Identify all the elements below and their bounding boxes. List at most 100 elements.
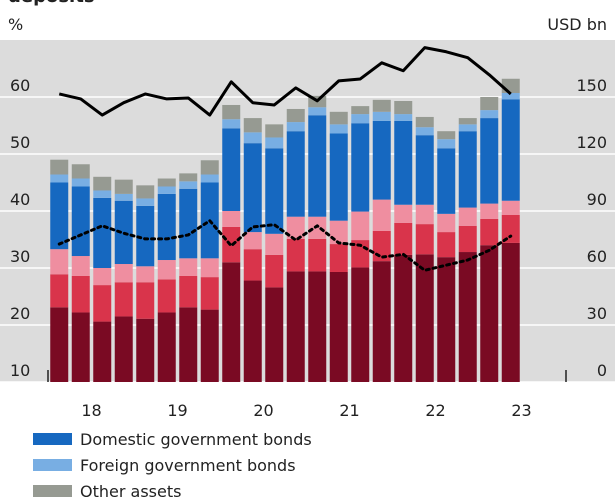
bar-segment (93, 197, 112, 268)
y2-tick-label: 150 (576, 76, 607, 95)
bar-segment (265, 148, 284, 234)
bar-segment (437, 148, 456, 214)
bar-segment (437, 213, 456, 233)
y-axis-label: % (8, 15, 23, 34)
bar-segment (501, 78, 520, 94)
y-tick-label: 60 (10, 76, 30, 95)
bar-segment (351, 211, 370, 241)
y2-tick-label: 0 (597, 361, 607, 380)
bar-segment (394, 120, 413, 205)
bar-segment (480, 110, 499, 119)
bar-segment (265, 233, 284, 255)
y-tick-label: 50 (10, 133, 30, 152)
bar-segment (200, 174, 219, 183)
bar-segment (179, 275, 198, 308)
bar-segment (458, 124, 477, 132)
bar-segment (93, 321, 112, 382)
bar-segment (501, 242, 520, 382)
bar-segment (114, 179, 133, 194)
x-tick-label: 20 (253, 401, 273, 420)
bar-segment (286, 271, 305, 382)
bar-segment (200, 258, 219, 278)
bar-segment (501, 93, 520, 100)
bar-segment (222, 211, 241, 227)
bar-segment (136, 205, 155, 267)
bar-segment (136, 198, 155, 206)
bar-segment (437, 232, 456, 258)
bar-segment (179, 307, 198, 382)
bar-segment (71, 186, 90, 257)
chart-title: deposits (8, 0, 95, 7)
bar-segment (243, 280, 262, 382)
bar-segment (71, 275, 90, 313)
bar-segment (308, 238, 327, 272)
bar-segment (351, 106, 370, 115)
bar-segment (437, 257, 456, 382)
bar-segment (286, 216, 305, 239)
bar-segment (200, 277, 219, 310)
bar-segment (458, 225, 477, 253)
bar-segment (351, 267, 370, 382)
bar-segment (415, 224, 434, 255)
bar-segment (351, 114, 370, 124)
bar-segment (93, 190, 112, 198)
bar-segment (458, 118, 477, 125)
bar-segment (50, 159, 69, 175)
bar-segment (50, 274, 69, 308)
bar-segment (329, 271, 348, 382)
bar-segment (372, 99, 391, 112)
bar-segment (243, 232, 262, 250)
bar-segment (50, 249, 69, 275)
y2-tick-label: 30 (587, 304, 607, 323)
bar-segment (179, 181, 198, 189)
y-tick-label: 30 (10, 247, 30, 266)
bar-segment (394, 204, 413, 223)
bar-segment (437, 139, 456, 149)
bar-segment (437, 131, 456, 140)
y2-tick-label: 60 (587, 247, 607, 266)
bar-segment (71, 178, 90, 187)
bar-segment (243, 143, 262, 233)
bar-segment (372, 111, 391, 121)
bar-segment (136, 318, 155, 382)
bar-segment (200, 160, 219, 175)
bar-segment (480, 245, 499, 382)
bar-segment (308, 115, 327, 217)
legend: Domestic government bonds Foreign governm… (33, 430, 312, 500)
bar-segment (286, 238, 305, 272)
bar-segment (222, 104, 241, 120)
line-series (58, 46, 512, 117)
x-tick-label: 19 (167, 401, 187, 420)
bar-segment (286, 108, 305, 123)
bar-segment (157, 178, 176, 187)
bar-segment (372, 199, 391, 231)
y-tick-label: 40 (10, 190, 30, 209)
bar-segment (71, 312, 90, 382)
bar-segment (480, 97, 499, 111)
bar-segment (136, 185, 155, 199)
lines (57, 46, 513, 272)
bar-segment (308, 271, 327, 382)
bar-segment (50, 174, 69, 183)
bar-segment (179, 173, 198, 182)
bar-segment (329, 220, 348, 245)
bar-segment (114, 282, 133, 317)
bar-segment (265, 137, 284, 149)
bar-segment (157, 260, 176, 280)
bars (50, 78, 520, 382)
y2-axis-label: USD bn (547, 15, 607, 34)
legend-label: Other assets (80, 482, 181, 500)
legend-label: Domestic government bonds (80, 430, 312, 449)
bar-segment (394, 114, 413, 121)
bar-segment (501, 214, 520, 243)
bar-segment (458, 252, 477, 382)
bar-segment (50, 307, 69, 382)
bar-segment (265, 287, 284, 382)
bar-segment (71, 256, 90, 276)
bar-segment (114, 193, 133, 201)
x-tick-label: 21 (339, 401, 359, 420)
labels: 10 20 30 40 50 60 0 30 60 90 120 150 18 19 20 21 22 23 (10, 76, 607, 420)
bar-segment (286, 131, 305, 217)
bar-segment (136, 282, 155, 319)
